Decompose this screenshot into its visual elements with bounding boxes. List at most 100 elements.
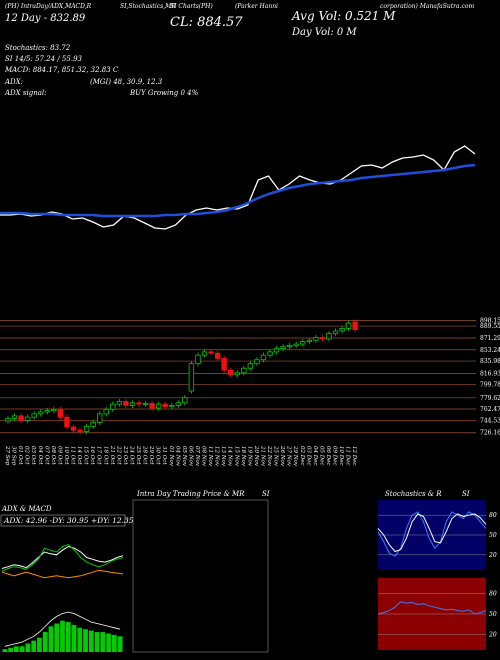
series-line [377, 513, 487, 553]
candle-body [129, 402, 136, 406]
x-tick-label: 10 Dec [338, 446, 344, 466]
candle-body [18, 415, 24, 421]
x-tick-label: 12 Nov [214, 446, 220, 467]
bar [37, 637, 42, 652]
candle-body [188, 363, 195, 392]
candle-body [234, 372, 240, 376]
candle-body [175, 402, 181, 406]
bar [54, 623, 60, 652]
x-tick-label: 12 Dec [351, 446, 357, 466]
x-tick-label: 06 Nov [187, 446, 193, 467]
x-tick-label: 03 Oct [30, 446, 36, 465]
x-tick-label: 16 Oct [89, 446, 95, 465]
panel-title: Stochastics & R [385, 490, 442, 498]
x-tick-label: 29 Nov [292, 445, 298, 467]
y-tick-label: 871.29 [480, 335, 500, 342]
x-tick-label: 15 Oct [83, 446, 89, 465]
x-tick-label: 11 Nov [207, 446, 213, 467]
x-tick-label: 10 Oct [63, 446, 69, 465]
annotation: Avg Vol: 0.521 M [291, 9, 396, 23]
x-tick-label: 08 Nov [201, 446, 207, 467]
panel-subtitle: ADX: 42.96 -DY: 30.95 +DY: 12.35 [3, 516, 134, 525]
bar [60, 620, 65, 652]
candle-body [24, 416, 31, 421]
candle-body [11, 415, 18, 419]
series-line [0, 145, 476, 230]
annotation: corporation) ManafaSutra.com [380, 3, 474, 10]
candle-body [136, 402, 142, 405]
candle-body [221, 358, 227, 371]
chart-title: CL: 884.57 [170, 15, 243, 30]
y-tick-label: 80 [489, 512, 497, 519]
candle-body [241, 367, 247, 374]
candle-body [201, 351, 208, 356]
bar [94, 632, 100, 652]
series-line [1, 544, 124, 572]
x-tick-label: 24 Oct [128, 445, 134, 465]
candle-body [162, 403, 168, 408]
candle-body [70, 426, 77, 431]
candle-body [77, 429, 83, 432]
candle-body [51, 408, 57, 412]
x-tick-label: 04 Dec [312, 446, 318, 466]
candle-body [280, 346, 286, 350]
bar [83, 629, 88, 652]
bar [106, 633, 111, 652]
bar [14, 646, 19, 652]
x-tick-label: 23 Oct [122, 445, 128, 465]
series-line [4, 611, 121, 647]
annotation: BUY Growing 0 4% [129, 89, 199, 97]
bar [2, 649, 8, 652]
annotation: MACD: 884.17, 851.32, 32.83 C [4, 66, 119, 74]
series-line [377, 601, 487, 615]
candle-body [313, 337, 319, 341]
subtitle-box [0, 514, 126, 527]
x-tick-label: 07 Nov [194, 446, 200, 467]
bar [42, 632, 48, 652]
bar [25, 643, 31, 652]
x-tick-label: 01 Nov [168, 446, 174, 467]
x-tick-label: 27 Sep [4, 445, 10, 466]
annotation: SI 14/5: 57.24 / 55.93 [5, 55, 83, 63]
y-tick-label: 853.24 [480, 347, 500, 354]
x-tick-label: 25 Oct [135, 445, 141, 465]
x-tick-label: 06 Dec [325, 446, 331, 466]
candle-body [332, 330, 339, 335]
x-tick-label: 31 Oct [161, 446, 167, 465]
bar [71, 624, 77, 652]
bar [65, 622, 71, 652]
candle-body [103, 408, 109, 415]
x-tick-label: 14 Nov [227, 446, 233, 467]
bar [48, 626, 54, 652]
panel-title: Intra Day Trading Price & MR [136, 490, 245, 498]
candle-body [345, 322, 352, 329]
annotation: ADX signal: [4, 89, 46, 97]
candle-body [149, 403, 155, 409]
candle-body [260, 354, 267, 361]
candle-body [300, 341, 306, 345]
x-tick-label: 08 Oct [50, 446, 56, 465]
bar [8, 647, 14, 652]
x-tick-label: 17 Oct [96, 446, 102, 465]
bar [100, 632, 106, 652]
candle-body [286, 344, 293, 348]
candle-body [273, 348, 280, 353]
candle-body [97, 413, 103, 423]
candle-body [227, 369, 234, 376]
candle-body [306, 339, 312, 342]
annotation: 12 Day - 832.89 [5, 13, 86, 24]
candle-body [339, 327, 345, 332]
series-line [377, 511, 487, 557]
y-tick-label: 889.55 [480, 323, 500, 330]
x-tick-label: 21 Nov [259, 445, 265, 467]
x-tick-label: 05 Dec [318, 446, 324, 466]
y-tick-label: 50 [489, 611, 497, 618]
x-tick-label: 09 Dec [332, 446, 338, 466]
y-tick-label: 20 [488, 552, 497, 559]
candle-body [293, 343, 299, 346]
candle-body [169, 405, 175, 408]
y-tick-label: 20 [488, 631, 497, 638]
x-tick-label: 18 Nov [240, 446, 246, 467]
bar [111, 634, 117, 652]
